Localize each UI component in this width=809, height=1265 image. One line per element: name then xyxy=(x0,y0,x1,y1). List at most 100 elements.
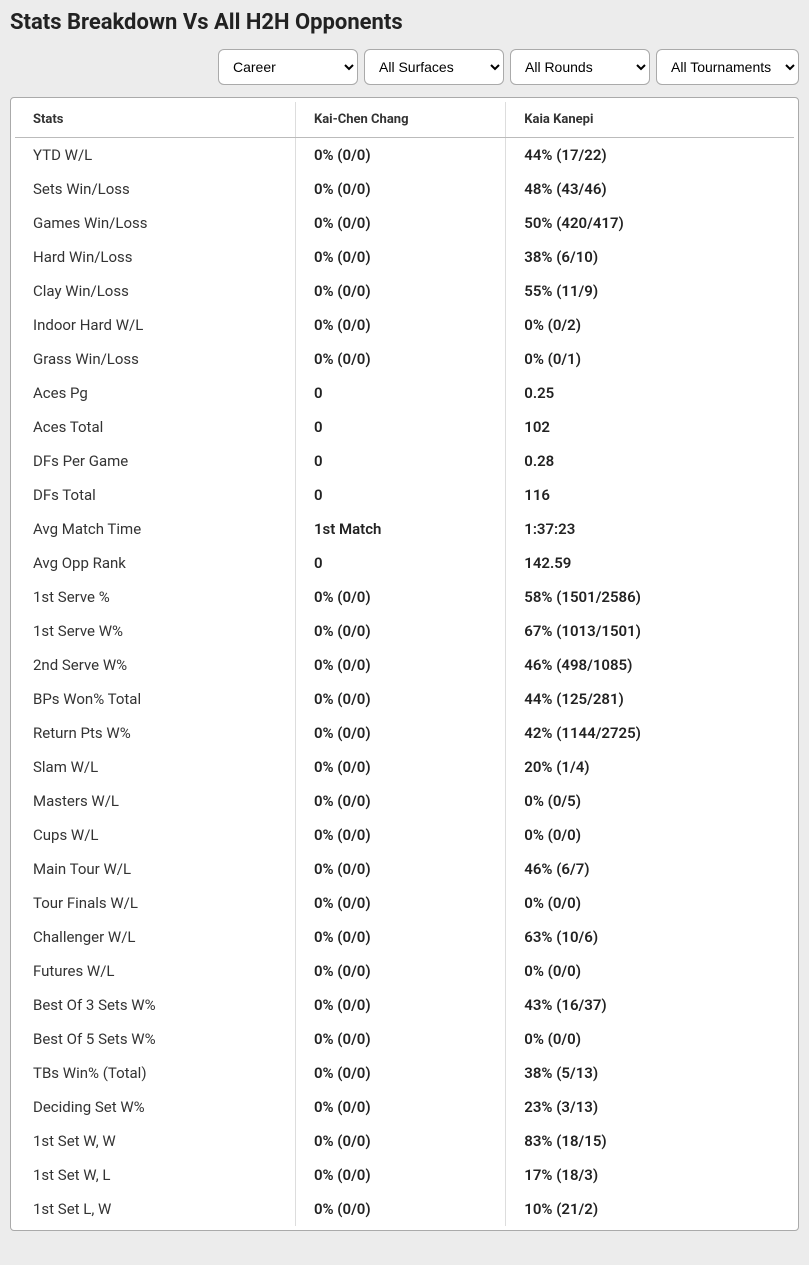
stat-label: DFs Per Game xyxy=(15,444,295,478)
stat-value: 0% (0/0) xyxy=(295,682,505,716)
stat-value: 38% (6/10) xyxy=(506,240,794,274)
table-row: 1st Serve %0% (0/0)58% (1501/2586) xyxy=(15,580,794,614)
stat-value: 23% (3/13) xyxy=(506,1090,794,1124)
table-row: 1st Serve W%0% (0/0)67% (1013/1501) xyxy=(15,614,794,648)
stat-value: 43% (16/37) xyxy=(506,988,794,1022)
stat-label: Games Win/Loss xyxy=(15,206,295,240)
stat-label: 1st Set L, W xyxy=(15,1192,295,1226)
table-row: 2nd Serve W%0% (0/0)46% (498/1085) xyxy=(15,648,794,682)
stat-value: 0% (0/0) xyxy=(506,1022,794,1056)
filter-round[interactable]: All Rounds xyxy=(510,49,650,85)
stat-value: 10% (21/2) xyxy=(506,1192,794,1226)
table-row: Slam W/L0% (0/0)20% (1/4) xyxy=(15,750,794,784)
stat-value: 0% (0/0) xyxy=(295,240,505,274)
stat-value: 0% (0/5) xyxy=(506,784,794,818)
stat-value: 0% (0/0) xyxy=(295,852,505,886)
stat-label: Slam W/L xyxy=(15,750,295,784)
stat-value: 0 xyxy=(295,546,505,580)
stat-value: 50% (420/417) xyxy=(506,206,794,240)
stat-value: 0% (0/0) xyxy=(295,206,505,240)
table-row: Aces Total0102 xyxy=(15,410,794,444)
stat-value: 0% (0/0) xyxy=(506,886,794,920)
stat-value: 0% (0/0) xyxy=(295,614,505,648)
stat-value: 83% (18/15) xyxy=(506,1124,794,1158)
stat-label: Aces Pg xyxy=(15,376,295,410)
stat-label: Grass Win/Loss xyxy=(15,342,295,376)
stat-value: 142.59 xyxy=(506,546,794,580)
stat-value: 0 xyxy=(295,410,505,444)
stat-value: 0 xyxy=(295,444,505,478)
col-player2: Kaia Kanepi xyxy=(506,102,794,138)
stat-label: Deciding Set W% xyxy=(15,1090,295,1124)
stat-value: 42% (1144/2725) xyxy=(506,716,794,750)
stat-value: 63% (10/6) xyxy=(506,920,794,954)
stat-label: Masters W/L xyxy=(15,784,295,818)
stat-value: 0% (0/0) xyxy=(295,784,505,818)
filter-surface[interactable]: All Surfaces xyxy=(364,49,504,85)
stat-value: 44% (17/22) xyxy=(506,138,794,173)
col-stats: Stats xyxy=(15,102,295,138)
table-row: Hard Win/Loss0% (0/0)38% (6/10) xyxy=(15,240,794,274)
stat-value: 0% (0/0) xyxy=(295,818,505,852)
stat-label: 1st Set W, L xyxy=(15,1158,295,1192)
stat-value: 58% (1501/2586) xyxy=(506,580,794,614)
stat-value: 0% (0/0) xyxy=(295,1124,505,1158)
stat-value: 0% (0/0) xyxy=(506,818,794,852)
stat-label: 1st Set W, W xyxy=(15,1124,295,1158)
table-row: 1st Set W, L0% (0/0)17% (18/3) xyxy=(15,1158,794,1192)
table-row: Cups W/L0% (0/0)0% (0/0) xyxy=(15,818,794,852)
table-row: DFs Per Game00.28 xyxy=(15,444,794,478)
table-row: DFs Total0116 xyxy=(15,478,794,512)
stat-value: 0% (0/0) xyxy=(295,716,505,750)
table-row: BPs Won% Total0% (0/0)44% (125/281) xyxy=(15,682,794,716)
stat-value: 0% (0/0) xyxy=(295,138,505,173)
stat-value: 55% (11/9) xyxy=(506,274,794,308)
stat-value: 0% (0/0) xyxy=(295,648,505,682)
table-row: Challenger W/L0% (0/0)63% (10/6) xyxy=(15,920,794,954)
stat-label: Cups W/L xyxy=(15,818,295,852)
filters-row: Career All Surfaces All Rounds All Tourn… xyxy=(10,49,799,85)
table-row: Clay Win/Loss0% (0/0)55% (11/9) xyxy=(15,274,794,308)
stat-value: 48% (43/46) xyxy=(506,172,794,206)
table-row: Sets Win/Loss0% (0/0)48% (43/46) xyxy=(15,172,794,206)
stat-label: 1st Serve % xyxy=(15,580,295,614)
stat-value: 0% (0/0) xyxy=(295,172,505,206)
stat-label: Tour Finals W/L xyxy=(15,886,295,920)
stat-value: 0% (0/0) xyxy=(506,954,794,988)
stat-value: 1:37:23 xyxy=(506,512,794,546)
table-row: TBs Win% (Total)0% (0/0)38% (5/13) xyxy=(15,1056,794,1090)
stat-value: 0% (0/0) xyxy=(295,342,505,376)
stat-value: 38% (5/13) xyxy=(506,1056,794,1090)
table-row: Avg Match Time1st Match1:37:23 xyxy=(15,512,794,546)
stat-label: Challenger W/L xyxy=(15,920,295,954)
stat-value: 0 xyxy=(295,478,505,512)
stats-table-container: Stats Kai-Chen Chang Kaia Kanepi YTD W/L… xyxy=(10,97,799,1231)
table-row: Futures W/L0% (0/0)0% (0/0) xyxy=(15,954,794,988)
stat-label: YTD W/L xyxy=(15,138,295,173)
filter-tournament[interactable]: All Tournaments xyxy=(656,49,799,85)
table-row: Main Tour W/L0% (0/0)46% (6/7) xyxy=(15,852,794,886)
page-title: Stats Breakdown Vs All H2H Opponents xyxy=(10,10,799,35)
col-player1: Kai-Chen Chang xyxy=(295,102,505,138)
stat-value: 44% (125/281) xyxy=(506,682,794,716)
stat-value: 0% (0/0) xyxy=(295,1090,505,1124)
filter-period[interactable]: Career xyxy=(218,49,358,85)
table-row: Games Win/Loss0% (0/0)50% (420/417) xyxy=(15,206,794,240)
stat-value: 0% (0/0) xyxy=(295,750,505,784)
table-row: Aces Pg00.25 xyxy=(15,376,794,410)
table-row: Deciding Set W%0% (0/0)23% (3/13) xyxy=(15,1090,794,1124)
table-row: Indoor Hard W/L0% (0/0)0% (0/2) xyxy=(15,308,794,342)
stat-value: 102 xyxy=(506,410,794,444)
table-row: 1st Set L, W0% (0/0)10% (21/2) xyxy=(15,1192,794,1226)
stat-value: 1st Match xyxy=(295,512,505,546)
stat-value: 67% (1013/1501) xyxy=(506,614,794,648)
stats-table: Stats Kai-Chen Chang Kaia Kanepi YTD W/L… xyxy=(15,102,794,1226)
stat-label: BPs Won% Total xyxy=(15,682,295,716)
stat-value: 0.25 xyxy=(506,376,794,410)
stat-value: 0% (0/0) xyxy=(295,1158,505,1192)
stat-label: Avg Opp Rank xyxy=(15,546,295,580)
stat-value: 17% (18/3) xyxy=(506,1158,794,1192)
table-row: Return Pts W%0% (0/0)42% (1144/2725) xyxy=(15,716,794,750)
stat-label: Return Pts W% xyxy=(15,716,295,750)
table-row: Masters W/L0% (0/0)0% (0/5) xyxy=(15,784,794,818)
